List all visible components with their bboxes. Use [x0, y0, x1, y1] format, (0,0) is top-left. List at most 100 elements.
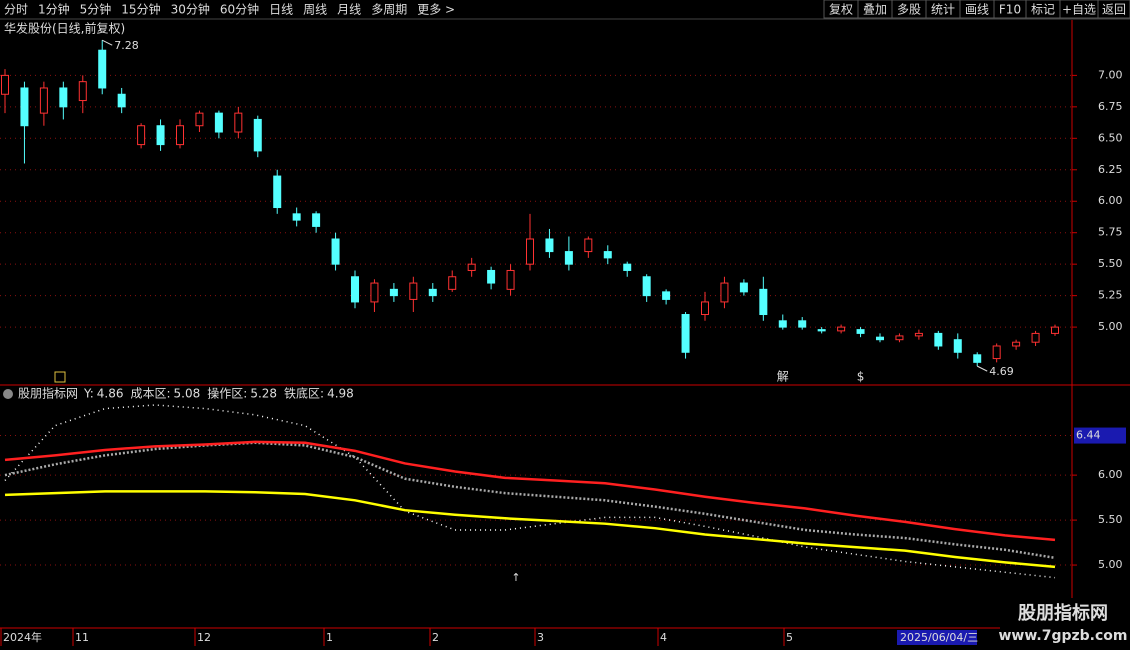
- toolbar-button[interactable]: [823, 0, 859, 19]
- indicator-line: [4, 441, 1056, 560]
- candle-body: [176, 125, 184, 146]
- candle-body: [234, 112, 243, 133]
- toolbar-button-label[interactable]: 统计: [931, 3, 955, 17]
- period-tab[interactable]: 15分钟: [121, 2, 160, 17]
- candle-body: [798, 320, 807, 328]
- candle-body: [973, 354, 982, 363]
- candle-body: [914, 332, 923, 337]
- x-tick-label: 1: [326, 631, 333, 644]
- x-tick-label: 4: [660, 631, 667, 644]
- watermark-box: [1000, 598, 1130, 648]
- event-marker[interactable]: 解: [777, 370, 789, 384]
- event-marker[interactable]: $: [857, 370, 865, 384]
- y-tick-label: 6.00: [1098, 468, 1123, 481]
- candle-body: [156, 125, 165, 146]
- candle-body: [195, 112, 204, 127]
- period-tab[interactable]: 日线: [269, 3, 293, 17]
- candle-body: [1, 74, 9, 95]
- candle-body: [701, 301, 709, 316]
- candle-body: [428, 288, 437, 297]
- indicator-toggle[interactable]: [3, 389, 13, 399]
- candle-body: [370, 282, 379, 303]
- candle-body: [642, 276, 651, 297]
- legend-name: 操作区:: [207, 386, 247, 401]
- period-tab[interactable]: 月线: [337, 3, 361, 17]
- candle-body: [292, 213, 301, 221]
- candle-body: [448, 276, 457, 290]
- candle-body: [351, 276, 359, 303]
- info-icon[interactable]: [54, 371, 66, 383]
- candle-body: [720, 282, 729, 303]
- toolbar-button-label[interactable]: 复权: [829, 3, 853, 17]
- period-tab[interactable]: 多周期: [371, 3, 407, 17]
- candle-body: [1012, 341, 1021, 347]
- candle-body: [137, 125, 146, 146]
- candle-body: [214, 112, 223, 133]
- candle-body: [817, 329, 826, 332]
- candle-body: [506, 269, 515, 290]
- toolbar-button-label[interactable]: 多股: [897, 3, 921, 17]
- y-tick-label: 6.00: [1098, 194, 1123, 207]
- y-tick-label: 7.00: [1098, 68, 1123, 81]
- period-tab[interactable]: 更多 >: [417, 3, 455, 17]
- x-tick-label: 3: [537, 631, 544, 644]
- cursor-box: [1074, 427, 1126, 444]
- toolbar-button-label[interactable]: 返回: [1102, 3, 1126, 17]
- x-tick-label: 11: [75, 631, 89, 644]
- candle-body: [487, 269, 496, 284]
- candle-body: [409, 282, 418, 300]
- toolbar-button-label[interactable]: +自选: [1062, 3, 1096, 17]
- legend-value: 4.86: [97, 387, 124, 401]
- candle-body: [98, 49, 107, 89]
- y-tick-label: 5.50: [1098, 513, 1123, 526]
- candle-body: [739, 282, 748, 293]
- candle-body: [273, 175, 282, 209]
- period-tab[interactable]: 30分钟: [171, 2, 210, 17]
- x-tick-label: 2: [432, 631, 439, 644]
- candle-body: [778, 320, 787, 328]
- candle-body: [526, 238, 534, 265]
- x-tick-label: 5: [786, 631, 793, 644]
- candle-body: [117, 93, 126, 108]
- x-tick-label: 2024年: [3, 630, 42, 644]
- candle-body: [389, 288, 398, 297]
- candle-body: [895, 335, 904, 341]
- candle-body: [681, 314, 690, 353]
- indicator-line: [4, 440, 1056, 542]
- candle-body: [876, 336, 884, 341]
- y-tick-label: 5.00: [1098, 320, 1123, 333]
- period-tab[interactable]: 60分钟: [220, 2, 259, 17]
- period-tab[interactable]: 1分钟: [38, 2, 70, 17]
- candle-body: [20, 87, 29, 127]
- y-tick-label: 6.50: [1098, 131, 1123, 144]
- indicator-line: [4, 404, 1056, 579]
- legend-name: 铁底区:: [284, 386, 324, 401]
- main-title: 华发股份(日线,前复权): [4, 21, 125, 36]
- candle-body: [662, 291, 671, 300]
- period-tab[interactable]: 5分钟: [80, 2, 112, 17]
- candle-body: [603, 251, 612, 259]
- candle-body: [759, 288, 768, 316]
- toolbar-button-label[interactable]: 画线: [965, 3, 989, 17]
- annotation: 7.28: [114, 39, 139, 52]
- y-tick-label: 5.00: [1098, 558, 1123, 571]
- annotation-pointer: [101, 39, 113, 46]
- legend-value: 5.28: [250, 387, 277, 401]
- cursor-label: 6.44: [1076, 429, 1101, 442]
- annotation-pointer: [976, 365, 988, 372]
- candle-body: [331, 238, 340, 265]
- candle-body: [545, 238, 554, 253]
- toolbar-button-label[interactable]: F10: [999, 3, 1021, 17]
- candle-body: [564, 251, 573, 265]
- period-tab[interactable]: 分时: [4, 3, 28, 17]
- toolbar-button-label[interactable]: 标记: [1031, 3, 1055, 17]
- candle-body: [623, 263, 632, 271]
- candle-body: [934, 332, 943, 347]
- period-tab[interactable]: 周线: [303, 3, 327, 17]
- candle-body: [253, 118, 262, 152]
- toolbar-button-label[interactable]: 叠加: [863, 3, 887, 17]
- candle-body: [78, 81, 87, 102]
- indicator-line: [4, 490, 1056, 569]
- candle-body: [1051, 326, 1059, 334]
- legend-name: 成本区:: [131, 387, 171, 401]
